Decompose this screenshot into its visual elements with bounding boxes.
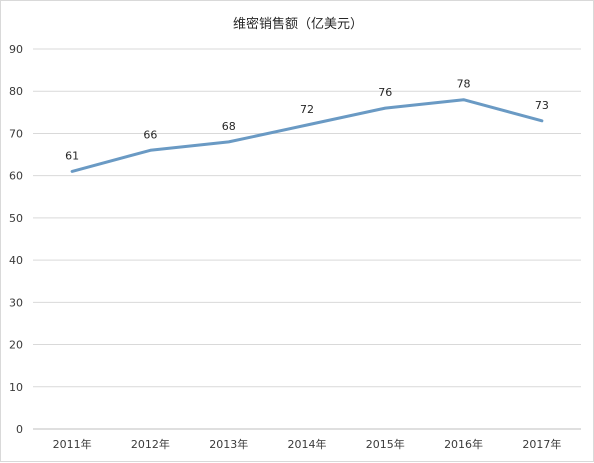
data-label-2: 68 (222, 120, 236, 133)
x-tick-label-1: 2012年 (131, 437, 170, 451)
data-label-3: 72 (300, 103, 314, 116)
y-tick-label-0: 0 (16, 423, 23, 436)
data-label-5: 78 (457, 78, 471, 91)
x-tick-label-0: 2011年 (53, 437, 92, 451)
y-tick-label-10: 10 (9, 381, 23, 394)
x-tick-label-2: 2013年 (209, 437, 248, 451)
y-tick-label-20: 20 (9, 339, 23, 352)
y-tick-label-90: 90 (9, 43, 23, 56)
x-tick-label-6: 2017年 (522, 437, 561, 451)
y-tick-label-80: 80 (9, 85, 23, 98)
y-tick-label-70: 70 (9, 127, 23, 140)
data-label-1: 66 (143, 128, 157, 141)
data-label-4: 76 (378, 86, 392, 99)
data-label-0: 61 (65, 149, 79, 162)
y-tick-label-30: 30 (9, 296, 23, 309)
x-tick-label-4: 2015年 (366, 437, 405, 451)
y-tick-label-40: 40 (9, 254, 23, 267)
chart-title: 维密销售额（亿美元） (232, 17, 363, 32)
x-tick-label-5: 2016年 (444, 437, 483, 451)
y-tick-label-50: 50 (9, 212, 23, 225)
x-tick-label-3: 2014年 (288, 437, 327, 451)
data-label-6: 73 (535, 99, 549, 112)
y-tick-label-60: 60 (9, 170, 23, 183)
series-line-0 (70, 98, 544, 173)
